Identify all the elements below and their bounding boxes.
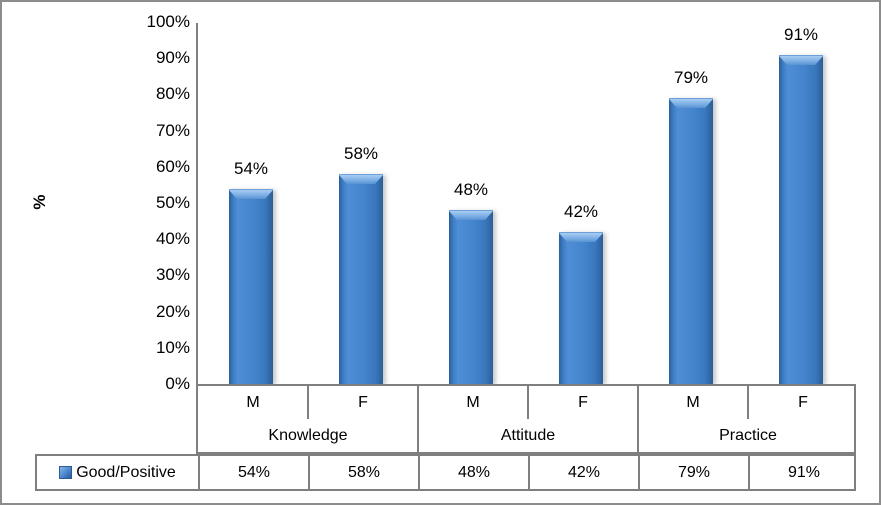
group-label-cell: Practice [719, 427, 777, 444]
mf-label-cell: F [798, 394, 808, 411]
mf-separator [527, 386, 529, 419]
mf-separator [747, 386, 749, 419]
mf-label-cell: F [358, 394, 368, 411]
y-tick-label: 20% [155, 301, 190, 321]
bar-value-label: 54% [233, 159, 269, 178]
mf-label-cell: M [246, 394, 260, 411]
bar [669, 98, 713, 384]
x-axis-table: M F Knowledge M F Attitude M F Practice [196, 384, 856, 454]
series-swatch-icon [59, 466, 73, 479]
bar [229, 189, 273, 384]
bar-value-label: 42% [563, 202, 599, 221]
value-cell: 42% [528, 456, 638, 489]
value-cell: 48% [418, 456, 528, 489]
value-cell: 79% [638, 456, 748, 489]
legend-label: Good/Positive [76, 463, 176, 481]
value-cell: 58% [308, 456, 418, 489]
y-tick-label: 60% [155, 156, 190, 176]
bar [339, 174, 383, 384]
data-table-row: Good/Positive 54% 58% 48% 42% 79% 91% [35, 454, 856, 491]
mf-separator [307, 386, 309, 419]
y-tick-label: 90% [155, 48, 190, 68]
y-tick-label: 50% [155, 193, 190, 212]
mf-label-cell: F [578, 394, 588, 411]
y-tick-label: 70% [155, 120, 190, 140]
y-axis-title: % [30, 194, 49, 210]
bar [559, 232, 603, 384]
bar-value-label: 79% [673, 68, 709, 87]
bar-value-label: 48% [453, 180, 489, 199]
group-label-cell: Attitude [500, 427, 556, 444]
value-cell: 91% [748, 456, 858, 489]
bar [449, 210, 493, 384]
y-tick-label: 40% [155, 229, 190, 249]
group-label-cell: Knowledge [268, 427, 348, 444]
bar-value-label: 91% [783, 25, 819, 44]
legend-cell: Good/Positive [37, 456, 198, 489]
y-tick-label: 10% [155, 337, 190, 357]
mf-label-cell: M [466, 394, 480, 411]
group-separator [637, 386, 639, 452]
y-tick-label: 30% [155, 265, 190, 285]
y-tick-label: 0% [165, 374, 190, 393]
y-tick-label: 100% [146, 12, 190, 31]
group-separator [417, 386, 419, 452]
mf-label-cell: M [686, 394, 700, 411]
value-cell: 54% [198, 456, 308, 489]
y-tick-label: 80% [155, 84, 190, 104]
bar [779, 55, 823, 384]
y-axis-line [196, 23, 198, 384]
bar-value-label: 58% [343, 144, 379, 163]
